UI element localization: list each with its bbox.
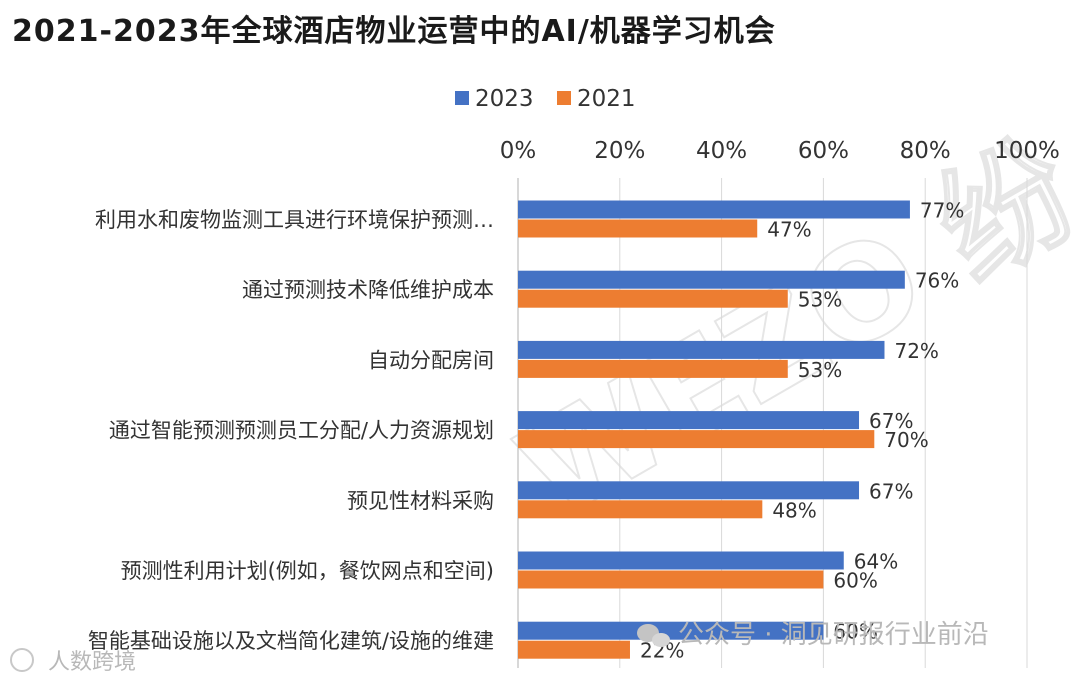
bar-2023-3 (518, 340, 885, 359)
bars (518, 200, 910, 659)
category-label: 预见性材料采购 (347, 489, 494, 513)
data-label-2023: 64% (854, 550, 898, 574)
data-label-2023: 76% (915, 269, 959, 293)
legend-swatch-2021 (557, 91, 571, 105)
data-label-2023: 77% (920, 199, 964, 223)
x-tick-label: 80% (900, 138, 951, 164)
bar-2021-7 (518, 640, 630, 659)
category-label: 通过智能预测预测员工分配/人力资源规划 (109, 419, 494, 443)
data-labels: 77%47%76%53%72%53%67%70%67%48%64%60%60%2… (640, 199, 964, 663)
bar-2021-1 (518, 219, 758, 238)
x-axis-ticks: 0% 20% 40% 60% 80% 100% (500, 138, 1060, 164)
category-label: 通过预测技术降低维护成本 (242, 278, 494, 302)
data-label-2021: 60% (833, 569, 877, 593)
data-label-2023: 72% (894, 339, 938, 363)
data-label-2023: 60% (833, 620, 877, 644)
legend-label-2023: 2023 (475, 86, 534, 112)
category-label: 预测性利用计划(例如，餐饮网点和空间) (121, 559, 494, 583)
data-label-2023: 67% (869, 479, 913, 503)
bar-2023-1 (518, 200, 910, 219)
legend-swatch-2023 (455, 91, 469, 105)
bar-2023-2 (518, 270, 905, 289)
data-label-2021: 70% (884, 428, 928, 452)
bar-2023-4 (518, 411, 860, 430)
category-label: 智能基础设施以及文档简化建筑/设施的维建 (88, 629, 494, 653)
bar-2021-4 (518, 430, 875, 449)
data-label-2021: 47% (767, 218, 811, 242)
data-label-2021: 48% (772, 498, 816, 522)
bar-2021-5 (518, 500, 763, 519)
data-label-2023: 67% (869, 409, 913, 433)
data-label-2021: 53% (798, 288, 842, 312)
x-tick-label: 0% (500, 138, 537, 164)
category-label: 利用水和废物监测工具进行环境保护预测… (95, 208, 494, 232)
x-tick-label: 20% (594, 138, 645, 164)
legend: 2023 2021 (455, 86, 636, 112)
wechat-icon (637, 624, 670, 647)
x-tick-label: 40% (696, 138, 747, 164)
bar-2023-7 (518, 621, 824, 640)
x-tick-label: 60% (798, 138, 849, 164)
corner-watermark-text: 人数跨境 (48, 650, 136, 675)
chart-title: 2021-2023年全球酒店物业运营中的AI/机器学习机会 (12, 14, 776, 49)
bar-2023-5 (518, 481, 860, 500)
legend-label-2021: 2021 (577, 86, 636, 112)
corner-logo-icon (10, 648, 34, 672)
category-label: 自动分配房间 (368, 348, 494, 372)
source-watermark-text: 公众号 · 洞见研报行业前沿 (678, 620, 989, 650)
data-label-2021: 53% (798, 358, 842, 382)
x-tick-label: 100% (994, 138, 1060, 164)
category-labels: 利用水和废物监测工具进行环境保护预测… 通过预测技术降低维护成本自动分配房间通过智… (88, 208, 494, 653)
bar-2023-6 (518, 551, 844, 570)
bar-2021-3 (518, 359, 788, 378)
bar-2021-6 (518, 570, 824, 589)
bar-2021-2 (518, 289, 788, 308)
